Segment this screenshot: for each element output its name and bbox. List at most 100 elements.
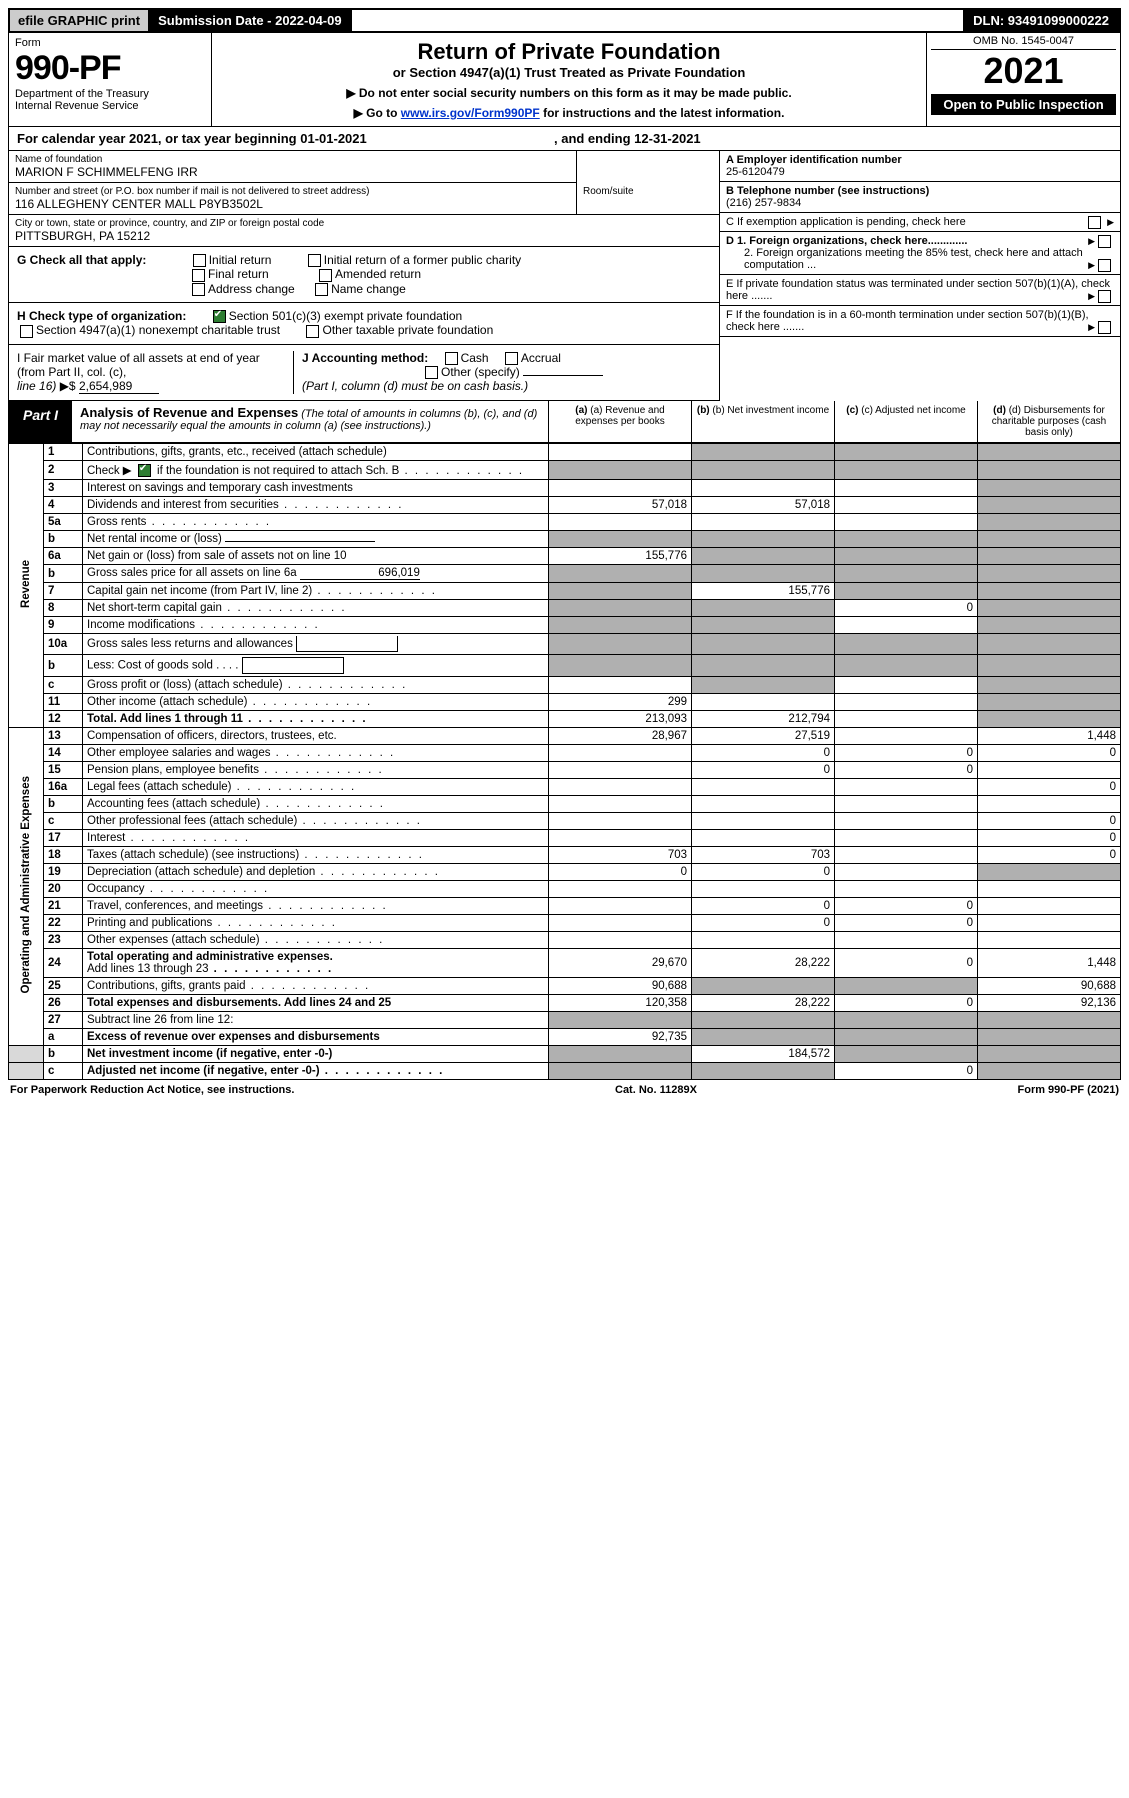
h-check-row: H Check type of organization: Section 50…	[9, 303, 719, 345]
cb-cash[interactable]	[445, 352, 458, 365]
foundation-name: MARION F SCHIMMELFENG IRR	[15, 165, 570, 179]
part1-desc: Analysis of Revenue and Expenses (The to…	[72, 401, 548, 442]
note-link: ▶ Go to www.irs.gov/Form990PF for instru…	[218, 106, 920, 120]
row-27a: aExcess of revenue over expenses and dis…	[9, 1029, 1121, 1046]
cb-other-taxable[interactable]	[306, 325, 319, 338]
row-10b: bLess: Cost of goods sold . . . .	[9, 655, 1121, 677]
paperwork-notice: For Paperwork Reduction Act Notice, see …	[10, 1084, 294, 1096]
room-suite-cell: Room/suite	[577, 183, 719, 215]
row-8: 8Net short-term capital gain0	[9, 600, 1121, 617]
header-center: Return of Private Foundation or Section …	[212, 33, 926, 126]
row-16a: 16aLegal fees (attach schedule)0	[9, 779, 1121, 796]
row-4: 4Dividends and interest from securities5…	[9, 497, 1121, 514]
submission-date: Submission Date - 2022-04-09	[150, 10, 352, 31]
row-26: 26Total expenses and disbursements. Add …	[9, 995, 1121, 1012]
col-c-head: (c) (c) Adjusted net income	[834, 401, 977, 442]
name-cell: Name of foundation MARION F SCHIMMELFENG…	[9, 151, 577, 183]
tax-year: 2021	[931, 50, 1116, 92]
row-12: 12Total. Add lines 1 through 11213,09321…	[9, 711, 1121, 728]
cb-e[interactable]	[1098, 290, 1111, 303]
row-17: 17Interest0	[9, 830, 1121, 847]
row-21: 21Travel, conferences, and meetings00	[9, 898, 1121, 915]
row-6b: bGross sales price for all assets on lin…	[9, 565, 1121, 583]
cb-amended-return[interactable]	[319, 269, 332, 282]
cb-c[interactable]	[1088, 216, 1101, 229]
i-block: I Fair market value of all assets at end…	[17, 351, 294, 394]
cb-accrual[interactable]	[505, 352, 518, 365]
cb-name-change[interactable]	[315, 283, 328, 296]
form-title: Return of Private Foundation	[218, 39, 920, 65]
row-27c: cAdjusted net income (if negative, enter…	[9, 1063, 1121, 1080]
row-10c: cGross profit or (loss) (attach schedule…	[9, 677, 1121, 694]
form-word: Form	[15, 37, 205, 49]
i-j-row: I Fair market value of all assets at end…	[9, 345, 719, 401]
form-subtitle: or Section 4947(a)(1) Trust Treated as P…	[218, 65, 920, 80]
part1-label: Part I	[9, 401, 72, 442]
g-check-row: G Check all that apply: Initial return I…	[9, 247, 719, 303]
cb-address-change[interactable]	[192, 283, 205, 296]
revenue-side-label: Revenue	[9, 443, 44, 727]
cb-d1[interactable]	[1098, 235, 1111, 248]
row-16c: cOther professional fees (attach schedul…	[9, 813, 1121, 830]
row-13: Operating and Administrative Expenses 13…	[9, 728, 1121, 745]
tel-cell: B Telephone number (see instructions) (2…	[720, 182, 1120, 213]
col-a-head: (a) (a) Revenue and expenses per books	[548, 401, 691, 442]
part1-table: Revenue 1Contributions, gifts, grants, e…	[8, 443, 1121, 1080]
page-footer: For Paperwork Reduction Act Notice, see …	[8, 1080, 1121, 1096]
row-7: 7Capital gain net income (from Part IV, …	[9, 583, 1121, 600]
efile-label: efile GRAPHIC print	[10, 10, 150, 31]
cat-no: Cat. No. 11289X	[615, 1084, 697, 1096]
cb-schb[interactable]	[138, 464, 151, 477]
row-5a: 5aGross rents	[9, 514, 1121, 531]
form-ref: Form 990-PF (2021)	[1018, 1084, 1119, 1096]
irs: Internal Revenue Service	[15, 100, 205, 112]
row-25: 25Contributions, gifts, grants paid90,68…	[9, 978, 1121, 995]
header-right: OMB No. 1545-0047 2021 Open to Public In…	[926, 33, 1120, 126]
col-b-head: (b) (b) Net investment income	[691, 401, 834, 442]
row-19: 19Depreciation (attach schedule) and dep…	[9, 864, 1121, 881]
row-24: 24Total operating and administrative exp…	[9, 949, 1121, 978]
identification-block: Name of foundation MARION F SCHIMMELFENG…	[8, 151, 1121, 401]
cb-4947a1[interactable]	[20, 325, 33, 338]
cb-other-method[interactable]	[425, 366, 438, 379]
cb-d2[interactable]	[1098, 259, 1111, 272]
row-6a: 6aNet gain or (loss) from sale of assets…	[9, 548, 1121, 565]
cb-f[interactable]	[1098, 321, 1111, 334]
row-20: 20Occupancy	[9, 881, 1121, 898]
col-d-head: (d) (d) Disbursements for charitable pur…	[977, 401, 1120, 442]
omb-number: OMB No. 1545-0047	[931, 35, 1116, 50]
row-14: 14Other employee salaries and wages000	[9, 745, 1121, 762]
row-15: 15Pension plans, employee benefits00	[9, 762, 1121, 779]
city-cell: City or town, state or province, country…	[9, 215, 719, 247]
row-10a: 10aGross sales less returns and allowanc…	[9, 634, 1121, 655]
open-public: Open to Public Inspection	[931, 94, 1116, 115]
cb-initial-return-public[interactable]	[308, 254, 321, 267]
city-state-zip: PITTSBURGH, PA 15212	[15, 229, 713, 243]
cb-501c3[interactable]	[213, 310, 226, 323]
header-left: Form 990-PF Department of the Treasury I…	[9, 33, 212, 126]
address-cell: Number and street (or P.O. box number if…	[9, 183, 577, 215]
j-block: J Accounting method: Cash Accrual Other …	[294, 351, 711, 394]
cb-final-return[interactable]	[192, 269, 205, 282]
note-ssn: ▶ Do not enter social security numbers o…	[218, 86, 920, 100]
part1-header: Part I Analysis of Revenue and Expenses …	[8, 401, 1121, 443]
ein-cell: A Employer identification number 25-6120…	[720, 151, 1120, 182]
d-cell: D 1. Foreign organizations, check here..…	[720, 232, 1120, 275]
row-27b: bNet investment income (if negative, ent…	[9, 1046, 1121, 1063]
row-11: 11Other income (attach schedule)299	[9, 694, 1121, 711]
fmv-value: 2,654,989	[79, 379, 159, 394]
opex-side-label: Operating and Administrative Expenses	[9, 728, 44, 1046]
row-3: 3Interest on savings and temporary cash …	[9, 480, 1121, 497]
row-16b: bAccounting fees (attach schedule)	[9, 796, 1121, 813]
form-number: 990-PF	[15, 49, 205, 88]
e-cell: E If private foundation status was termi…	[720, 275, 1120, 306]
form-header: Form 990-PF Department of the Treasury I…	[8, 33, 1121, 127]
instructions-link[interactable]: www.irs.gov/Form990PF	[401, 106, 540, 120]
tel-value: (216) 257-9834	[726, 197, 1114, 209]
row-23: 23Other expenses (attach schedule)	[9, 932, 1121, 949]
efile-top-bar: efile GRAPHIC print Submission Date - 20…	[8, 8, 1121, 33]
row-22: 22Printing and publications00	[9, 915, 1121, 932]
row-18: 18Taxes (attach schedule) (see instructi…	[9, 847, 1121, 864]
cb-initial-return[interactable]	[193, 254, 206, 267]
f-cell: F If the foundation is in a 60-month ter…	[720, 306, 1120, 337]
